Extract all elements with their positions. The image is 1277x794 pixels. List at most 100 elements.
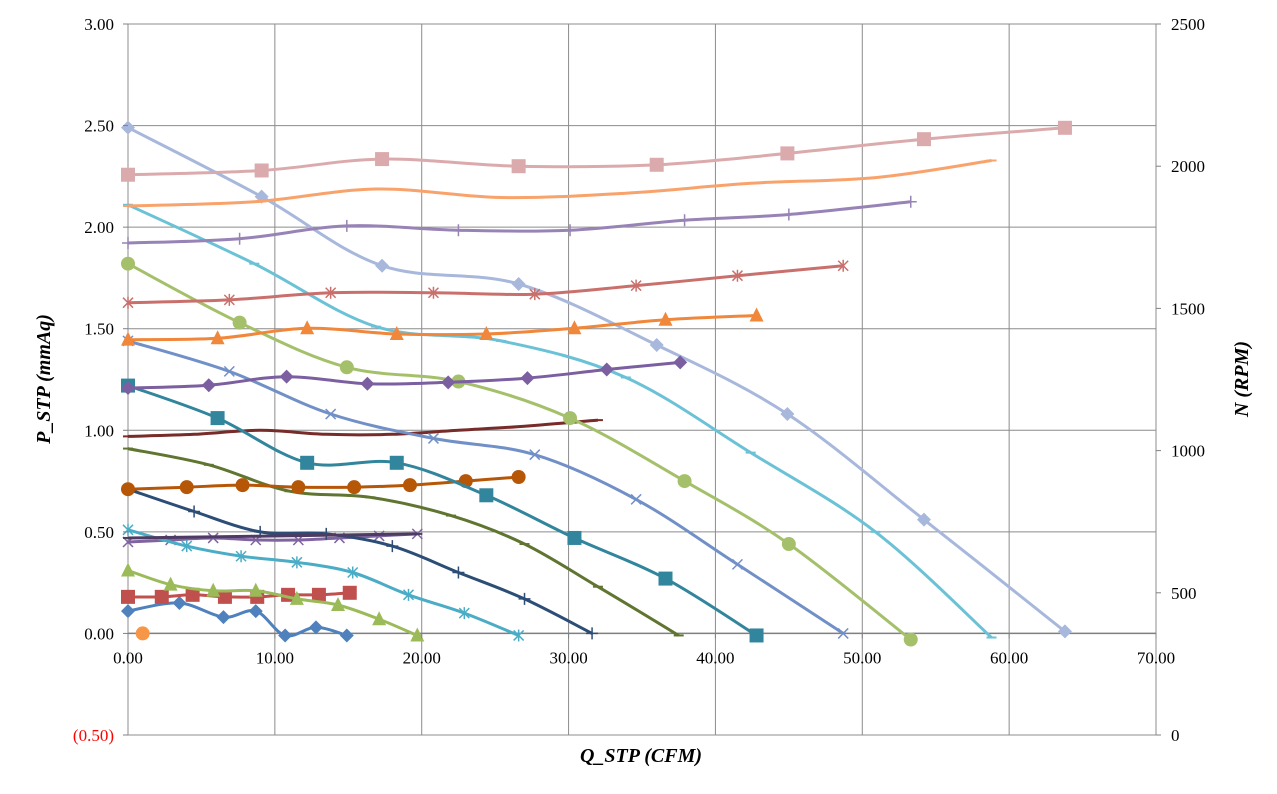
data-point-square — [154, 589, 169, 604]
x-tick-label: 20.00 — [403, 648, 441, 667]
data-point-square — [185, 587, 200, 602]
x-axis-ticks: 0.00 10.00 20.00 30.00 40.00 50.00 60.00 70.00 — [113, 633, 1175, 667]
left-tick-label: 2.50 — [84, 117, 114, 136]
data-point-diamond — [511, 277, 526, 292]
series-line — [127, 126, 1066, 633]
left-tick-label: 0.00 — [84, 624, 114, 643]
series-layer — [121, 120, 1072, 647]
x-axis-label: Q_STP (CFM) — [580, 745, 702, 767]
data-point-x — [427, 432, 439, 444]
data-point-plus — [340, 219, 353, 232]
data-point-circle — [347, 480, 362, 495]
right-axis-ticks: 2500 2000 1500 1000 500 0 — [1156, 15, 1205, 745]
data-point-triangle — [331, 596, 346, 611]
data-point-triangle — [410, 627, 425, 642]
data-point-plus — [586, 627, 599, 640]
series-line — [127, 532, 418, 540]
data-point-circle — [235, 478, 250, 493]
data-point-square — [567, 530, 582, 545]
data-point-star — [458, 607, 470, 620]
data-point-diamond — [172, 595, 187, 610]
right-tick-label: 1000 — [1171, 442, 1205, 461]
plot-frame — [127, 23, 1157, 736]
data-point-x — [837, 627, 849, 639]
data-point-square — [749, 628, 764, 643]
series-9 — [123, 447, 684, 637]
data-point-triangle — [248, 582, 263, 597]
data-point-star — [223, 293, 235, 306]
series-11 — [121, 470, 526, 497]
data-point-circle — [179, 480, 194, 495]
series-line — [127, 264, 844, 305]
data-point-diamond — [599, 362, 614, 377]
data-point-star — [731, 269, 743, 282]
data-point-square — [1057, 120, 1072, 135]
data-point-diamond — [375, 258, 390, 273]
data-point-circle — [121, 482, 135, 497]
data-point-plus — [188, 505, 201, 518]
series-line — [127, 487, 593, 635]
series-line — [127, 532, 418, 544]
gridlines — [127, 23, 1157, 736]
data-point-plus — [122, 236, 134, 249]
series-14 — [121, 256, 918, 647]
data-point-diamond — [520, 371, 535, 386]
series-15 — [123, 203, 997, 639]
series-21 — [123, 159, 997, 208]
data-point-x — [630, 493, 642, 505]
x-tick-label: 50.00 — [843, 648, 881, 667]
data-point-diamond — [360, 376, 375, 391]
series-line — [127, 126, 1066, 177]
x-tick-label: 60.00 — [990, 648, 1028, 667]
left-tick-label: 1.00 — [84, 421, 114, 440]
data-point-triangle — [658, 311, 673, 326]
data-point-square — [511, 159, 526, 174]
series-18 — [121, 307, 764, 346]
left-tick-label: 2.00 — [84, 218, 114, 237]
data-point-star — [122, 296, 134, 309]
data-point-x — [529, 449, 541, 461]
left-tick-label: 1.50 — [84, 320, 114, 339]
y2-axis-label: N (RPM) — [1231, 341, 1253, 418]
data-point-diamond — [201, 378, 216, 393]
data-point-plus — [233, 232, 246, 245]
data-point-plus — [518, 592, 531, 605]
data-point-circle — [135, 626, 150, 641]
y-axis-label: P_STP (mmAq) — [33, 314, 55, 445]
series-line — [127, 360, 681, 390]
series-line — [127, 200, 911, 245]
series-line — [127, 447, 680, 637]
series-3 — [121, 562, 425, 642]
x-tick-label: 30.00 — [549, 648, 587, 667]
data-point-square — [217, 589, 232, 604]
data-point-star — [402, 588, 415, 601]
data-point-square — [300, 455, 315, 470]
data-point-star — [837, 259, 849, 272]
series-13 — [122, 335, 849, 639]
series-19 — [122, 259, 849, 309]
data-point-triangle — [300, 320, 315, 335]
x-tick-label: 10.00 — [256, 648, 294, 667]
series-line — [127, 339, 845, 635]
data-point-plus — [678, 214, 691, 227]
data-point-triangle — [289, 590, 304, 605]
left-tick-label: 3.00 — [84, 15, 114, 34]
data-point-diamond — [278, 628, 293, 643]
data-point-circle — [903, 632, 918, 647]
data-point-diamond — [1057, 624, 1072, 639]
plot-border — [127, 23, 1157, 736]
x-tick-label: 0.00 — [113, 648, 143, 667]
data-point-square — [658, 571, 673, 586]
left-axis-ticks: 3.00 2.50 2.00 1.50 1.00 0.50 0.00 (0.50) — [73, 15, 128, 745]
data-point-square — [780, 146, 795, 161]
data-point-diamond — [780, 407, 795, 422]
series-22 — [121, 120, 1072, 182]
data-point-circle — [511, 470, 526, 485]
right-tick-label: 2500 — [1171, 15, 1205, 34]
data-point-diamond — [216, 610, 231, 625]
data-point-square — [389, 455, 404, 470]
series-line — [127, 314, 757, 342]
data-point-star — [630, 279, 642, 292]
data-point-plus — [782, 208, 795, 221]
